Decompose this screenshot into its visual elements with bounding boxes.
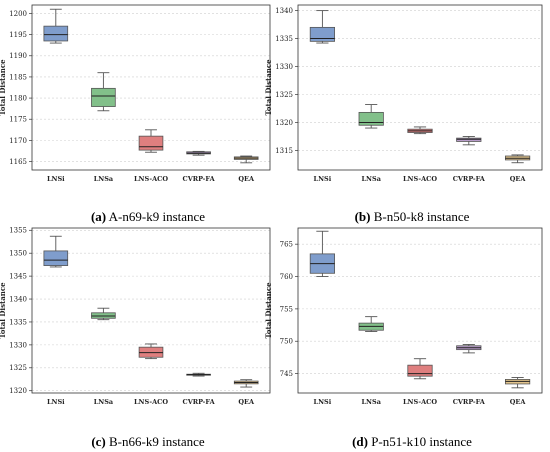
- caption-a: (a) A-n69-k9 instance: [91, 209, 205, 224]
- caption-c-text: B-n66-k9 instance: [106, 434, 205, 449]
- y-tick-label: 1195: [9, 31, 27, 39]
- y-tick-label: 1335: [9, 318, 27, 326]
- x-tick-label: LNS-ACO: [403, 398, 437, 406]
- y-tick-label: 1200: [9, 10, 27, 18]
- caption-d-text: P-n51-k10 instance: [368, 434, 472, 449]
- x-tick-label: LNSi: [47, 398, 65, 406]
- y-tick-label: 1185: [9, 73, 27, 81]
- y-tick-label: 765: [280, 241, 293, 249]
- x-tick-label: CVRP-FA: [453, 175, 486, 183]
- caption-d-label: (d): [352, 434, 368, 449]
- box-lnsi: [43, 25, 69, 42]
- y-axis-label: Total Distance: [264, 59, 273, 116]
- y-tick-label: 1320: [9, 387, 27, 395]
- panel-b-n50-k8: 1315 1320 1325 1330 1335 1340 Total Distance LN…: [264, 4, 543, 183]
- x-tick-label: LNSi: [47, 175, 65, 183]
- y-tick-label: 1170: [9, 137, 27, 145]
- y-tick-label: 1165: [9, 158, 27, 166]
- y-tick-label: 1315: [275, 147, 293, 155]
- plot-frame: [31, 227, 271, 394]
- y-tick-label: 755: [280, 305, 293, 313]
- y-tick-label: 1325: [9, 364, 27, 372]
- y-tick-label: 1330: [275, 63, 293, 71]
- x-tick-label: QEA: [238, 175, 255, 183]
- x-tick-label: CVRP-FA: [183, 398, 216, 406]
- box-lns-aco: [138, 135, 164, 151]
- caption-a-label: (a): [91, 209, 106, 224]
- caption-b: (b) B-n50-k8 instance: [355, 209, 470, 224]
- panel-b-n66-k9: 1320 1325 1330 1335 1340 1345 1350 1355 Total Di…: [0, 227, 271, 406]
- x-tick-label: LNSa: [361, 175, 381, 183]
- y-tick-label: 750: [280, 338, 293, 346]
- y-tick-label: 1320: [275, 119, 293, 127]
- x-tick-label: QEA: [510, 175, 527, 183]
- x-tick-label: CVRP-FA: [453, 398, 486, 406]
- x-tick-label: LNSa: [94, 398, 114, 406]
- plot-frame: [297, 227, 543, 394]
- y-tick-label: 745: [280, 370, 293, 378]
- box-lnsi: [309, 26, 336, 42]
- y-tick-label: 1350: [9, 250, 27, 258]
- y-tick-label: 1335: [275, 35, 293, 43]
- caption-b-label: (b): [355, 209, 371, 224]
- x-tick-label: QEA: [238, 398, 255, 406]
- y-tick-label: 1190: [9, 52, 27, 60]
- y-axis-label: Total Distance: [0, 282, 7, 339]
- y-tick-label: 1345: [9, 273, 27, 281]
- x-tick-label: LNS-ACO: [134, 398, 168, 406]
- x-tick-label: LNSi: [314, 175, 332, 183]
- y-axis-label: Total Distance: [0, 59, 7, 116]
- x-tick-label: QEA: [510, 398, 527, 406]
- x-tick-label: CVRP-FA: [183, 175, 216, 183]
- box-lns-aco: [407, 364, 433, 377]
- plot-frame: [297, 4, 543, 171]
- y-tick-label: 1340: [275, 7, 293, 15]
- y-tick-label: 1330: [9, 341, 27, 349]
- y-tick-label: 1180: [9, 94, 27, 102]
- y-tick-label: 1175: [9, 116, 27, 124]
- y-tick-label: 1340: [9, 295, 27, 303]
- x-tick-label: LNS-ACO: [403, 175, 437, 183]
- box-lnsa: [91, 87, 116, 107]
- panel-a-n69-k9: 1165 1170 1175 1180 1185 1190 1195 1200 Total Di…: [0, 4, 271, 183]
- x-tick-label: LNS-ACO: [134, 175, 168, 183]
- box-lnsi: [43, 250, 69, 266]
- y-tick-label: 1355: [9, 227, 27, 235]
- x-tick-label: LNSa: [361, 398, 381, 406]
- box-cvrp-fa: [456, 137, 482, 142]
- y-tick-label: 760: [280, 273, 293, 281]
- x-tick-label: LNSi: [314, 398, 332, 406]
- caption-a-text: A-n69-k9 instance: [106, 209, 205, 224]
- caption-c-label: (c): [91, 434, 105, 449]
- panel-p-n51-k10: 745 750 755 760 765 Total Distance LNSi LNSa LNS…: [264, 227, 543, 406]
- box-lnsa: [358, 111, 384, 126]
- y-axis-label: Total Distance: [264, 282, 273, 339]
- caption-c: (c) B-n66-k9 instance: [91, 434, 205, 449]
- plot-frame: [31, 4, 271, 171]
- x-tick-label: LNSa: [94, 175, 114, 183]
- y-tick-label: 1325: [275, 91, 293, 99]
- caption-d: (d) P-n51-k10 instance: [352, 434, 472, 449]
- caption-b-text: B-n50-k8 instance: [370, 209, 469, 224]
